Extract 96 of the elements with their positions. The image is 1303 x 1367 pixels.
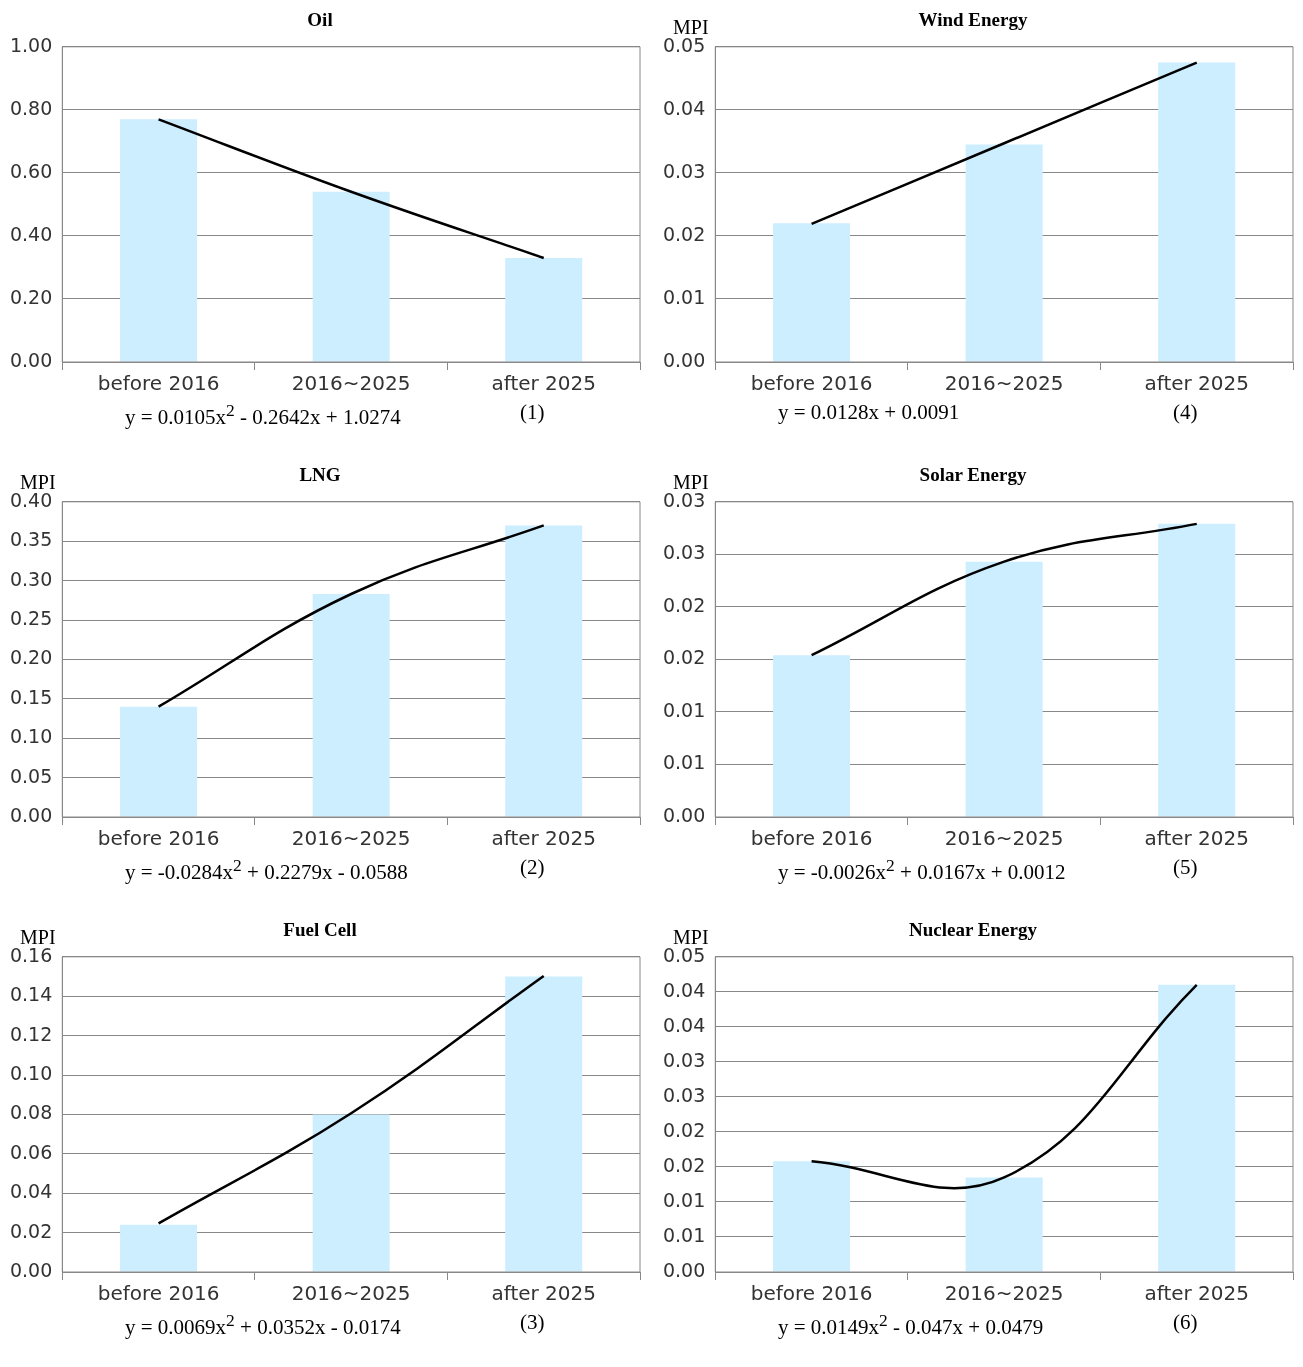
y-tick-label: 0.14 xyxy=(9,983,53,1006)
chart-title: Nuclear Energy xyxy=(909,919,1038,941)
y-tick-label: 0.20 xyxy=(9,285,53,308)
bar xyxy=(965,144,1043,362)
x-tick-label: before 2016 xyxy=(750,1281,873,1306)
bar xyxy=(120,119,198,362)
y-tick-label: 0.04 xyxy=(662,1013,706,1036)
y-tick-label: 0.04 xyxy=(662,96,706,119)
y-tick-label: 0.03 xyxy=(662,159,706,182)
bar xyxy=(312,1114,390,1272)
text: (4) xyxy=(1173,400,1198,425)
y-tick-label: 0.02 xyxy=(662,1118,706,1141)
x-tick-label: 2016~2025 xyxy=(291,371,411,396)
x-tick-label: 2016~2025 xyxy=(944,1281,1064,1306)
bar xyxy=(773,223,851,362)
x-tick-label: before 2016 xyxy=(750,371,873,396)
y-tick-label: 0.08 xyxy=(9,1101,53,1124)
bar xyxy=(312,191,390,362)
y-tick-label: 0.35 xyxy=(9,528,53,551)
y-tick-label: 0.12 xyxy=(9,1022,53,1045)
x-tick-label: before 2016 xyxy=(97,371,220,396)
y-tick-label: 0.01 xyxy=(662,698,706,721)
bar xyxy=(505,976,583,1272)
text: (6) xyxy=(1173,1310,1198,1335)
x-tick-label: after 2025 xyxy=(491,371,597,396)
chart-title: Wind Energy xyxy=(918,9,1028,31)
text: y = 0.0105x$^{2}$ - 0.2642x + 1.0274 xyxy=(125,400,401,430)
x-tick-label: after 2025 xyxy=(491,1281,597,1306)
bar xyxy=(120,706,198,817)
y-tick-label: 0.80 xyxy=(9,96,53,119)
y-tick-label: 0.20 xyxy=(9,646,53,669)
text: y = -0.0026x$^{2}$ + 0.0167x + 0.0012 xyxy=(778,855,1066,885)
y-tick-label: 0.10 xyxy=(9,1061,53,1084)
bar xyxy=(505,525,583,817)
x-tick-label: before 2016 xyxy=(750,826,873,851)
y-tick-label: 0.30 xyxy=(9,567,53,590)
text: y = -0.0284x$^{2}$ + 0.2279x - 0.0588 xyxy=(125,855,408,885)
bar xyxy=(1158,523,1236,817)
y-tick-label: 0.25 xyxy=(9,606,53,629)
x-tick-label: 2016~2025 xyxy=(291,1281,411,1306)
y-tick-label: 0.01 xyxy=(662,285,706,308)
text: (5) xyxy=(1173,855,1198,880)
y-tick-label: 0.40 xyxy=(9,222,53,245)
y-tick-label: 0.04 xyxy=(662,978,706,1001)
x-tick-label: after 2025 xyxy=(1144,826,1250,851)
bar xyxy=(773,655,851,817)
y-tick-label: 0.00 xyxy=(662,348,706,371)
y-tick-label: 0.15 xyxy=(9,685,53,708)
x-tick-label: 2016~2025 xyxy=(944,371,1064,396)
y-tick-label: 0.04 xyxy=(9,1180,53,1203)
y-tick-label: 0.00 xyxy=(662,803,706,826)
bar xyxy=(505,257,583,362)
y-tick-label: 0.06 xyxy=(9,1140,53,1163)
y-tick-label: 0.01 xyxy=(662,1188,706,1211)
bar xyxy=(965,561,1043,817)
text: (2) xyxy=(520,855,545,880)
y-tick-label: 0.00 xyxy=(662,1258,706,1281)
bar xyxy=(1158,62,1236,362)
y-tick-label: 0.02 xyxy=(662,1153,706,1176)
y-tick-label: 1.00 xyxy=(9,33,53,56)
y-tick-label: 0.02 xyxy=(662,646,706,669)
y-tick-label: 0.10 xyxy=(9,725,53,748)
chart-title: LNG xyxy=(299,464,341,486)
x-tick-label: after 2025 xyxy=(491,826,597,851)
chart-title: Solar Energy xyxy=(919,464,1027,486)
y-tick-label: 0.01 xyxy=(662,1223,706,1246)
x-tick-label: 2016~2025 xyxy=(291,826,411,851)
bar xyxy=(773,1161,851,1272)
bar xyxy=(1158,984,1236,1272)
y-tick-label: 0.03 xyxy=(662,541,706,564)
y-tick-label: 0.02 xyxy=(662,593,706,616)
y-tick-label: 0.60 xyxy=(9,159,53,182)
y-tick-label: 0.03 xyxy=(662,1083,706,1106)
x-tick-label: before 2016 xyxy=(97,1281,220,1306)
y-tick-label: 0.02 xyxy=(9,1219,53,1242)
x-tick-label: before 2016 xyxy=(97,826,220,851)
y-tick-label: 0.00 xyxy=(9,1258,53,1281)
bar xyxy=(312,594,390,817)
x-tick-label: after 2025 xyxy=(1144,371,1250,396)
text: y = 0.0149x$^{2}$ - 0.047x + 0.0479 xyxy=(778,1310,1044,1340)
bar xyxy=(120,1224,198,1272)
text: y = 0.0128x + 0.0091 xyxy=(778,400,960,425)
chart-title: Oil xyxy=(307,9,333,31)
text: y = 0.0069x$^{2}$ + 0.0352x - 0.0174 xyxy=(125,1310,401,1340)
y-tick-label: 0.01 xyxy=(662,751,706,774)
x-tick-label: after 2025 xyxy=(1144,1281,1250,1306)
y-tick-label: 0.00 xyxy=(9,348,53,371)
y-tick-label: 0.03 xyxy=(662,1048,706,1071)
chart-title: Fuel Cell xyxy=(283,919,357,941)
text: (3) xyxy=(520,1310,545,1335)
y-tick-label: 0.00 xyxy=(9,803,53,826)
y-tick-label: 0.05 xyxy=(9,764,53,787)
y-tick-label: 0.02 xyxy=(662,222,706,245)
x-tick-label: 2016~2025 xyxy=(944,826,1064,851)
bar xyxy=(965,1177,1043,1272)
text: (1) xyxy=(520,400,545,425)
